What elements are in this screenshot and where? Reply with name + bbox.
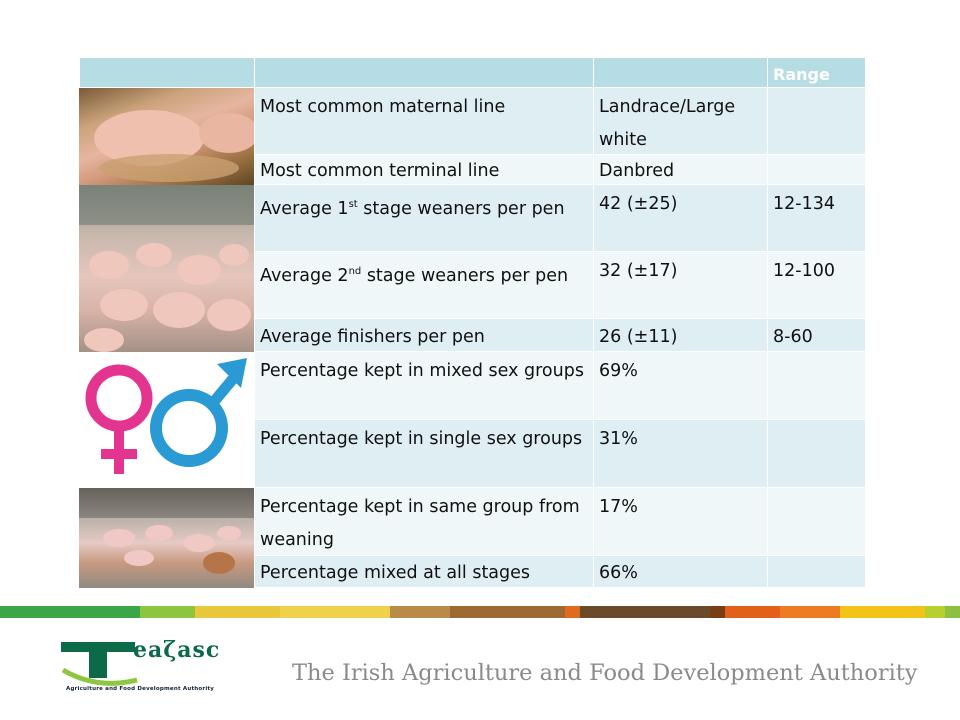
header-cell-image [79, 58, 254, 88]
row-value: 69% [593, 352, 767, 420]
row-label: Percentage kept in single sex groups [254, 420, 593, 488]
row-label: Most common terminal line [254, 155, 593, 185]
logo-subtitle: Agriculture and Food Development Authori… [66, 686, 215, 692]
row-range [767, 88, 865, 155]
row-label: Most common maternal line [254, 88, 593, 155]
row-range [767, 488, 865, 556]
teagasc-logo-icon [61, 642, 138, 686]
row-label-text: stage weaners per pen [361, 265, 569, 286]
stripe-segment [195, 606, 280, 618]
stripe-segment [140, 606, 195, 618]
row-value: Danbred [593, 155, 767, 185]
header-cell-range: Range [767, 58, 865, 88]
table-row: Percentage mixed at all stages 66% [79, 556, 865, 588]
stripe-segment [580, 606, 710, 618]
header-cell-value [593, 58, 767, 88]
piglets-group-illustration [79, 488, 254, 574]
row-value: 26 (±11) [593, 319, 767, 352]
row-value: 42 (±25) [593, 185, 767, 252]
weaners-pen-photo [79, 185, 254, 352]
row-range: 12-100 [767, 252, 865, 319]
logo-wordmark: eaζasc [133, 637, 221, 663]
table-row: Most common maternal line Landrace/Large… [79, 88, 865, 155]
row-label: Percentage mixed at all stages [254, 556, 593, 588]
table-row: Percentage kept in single sex groups 31% [79, 420, 865, 488]
weaners-pen-illustration [79, 185, 254, 352]
row-label: Average finishers per pen [254, 319, 593, 352]
row-value: Landrace/Large white [593, 88, 767, 155]
sex-symbols [79, 352, 254, 488]
stripe-segment [280, 606, 390, 618]
row-value: 31% [593, 420, 767, 488]
row-label-text: Average 1 [260, 198, 349, 219]
table-row: Average 1st stage weaners per pen 42 (±2… [79, 185, 865, 252]
stripe-segment [925, 606, 945, 618]
row-range: 8-60 [767, 319, 865, 352]
table-row: Percentage kept in mixed sex groups 69% [79, 352, 865, 420]
footer-tagline: The Irish Agriculture and Food Developme… [292, 660, 918, 686]
stripe-segment [390, 606, 450, 618]
row-label-sup: st [348, 199, 358, 210]
table-row: Average 2nd stage weaners per pen 32 (±1… [79, 252, 865, 319]
pig-sow-photo [79, 88, 254, 185]
row-range [767, 155, 865, 185]
table-row: Most common terminal line Danbred [79, 155, 865, 185]
row-label: Percentage kept in same group from weani… [254, 488, 593, 556]
row-label-text: stage weaners per pen [357, 198, 565, 219]
stripe-segment [725, 606, 780, 618]
row-range: 12-134 [767, 185, 865, 252]
stripe-segment [840, 606, 925, 618]
row-value: 17% [593, 488, 767, 556]
stripe-segment [710, 606, 725, 618]
row-value: 32 (±17) [593, 252, 767, 319]
row-label: Percentage kept in mixed sex groups [254, 352, 593, 420]
table-row: Percentage kept in same group from weani… [79, 488, 865, 556]
stripe-segment [0, 606, 140, 618]
stripe-segment [945, 606, 960, 618]
row-label: Average 2nd stage weaners per pen [254, 252, 593, 319]
table-row: Average finishers per pen 26 (±11) 8-60 [79, 319, 865, 352]
row-label: Average 1st stage weaners per pen [254, 185, 593, 252]
header-cell-label [254, 58, 593, 88]
stripe-segment [565, 606, 580, 618]
table-header: Range [79, 58, 865, 88]
row-label-sup: nd [348, 266, 362, 277]
row-range [767, 420, 865, 488]
row-value: 66% [593, 556, 767, 588]
female-male-symbol-icon [85, 358, 247, 474]
row-range [767, 352, 865, 420]
stripe-segment [450, 606, 565, 618]
pig-sow-illustration [94, 110, 254, 182]
piglets-group-photo [79, 488, 254, 588]
stripe-segment [780, 606, 840, 618]
row-label-text: Average 2 [260, 265, 349, 286]
row-range [767, 556, 865, 588]
